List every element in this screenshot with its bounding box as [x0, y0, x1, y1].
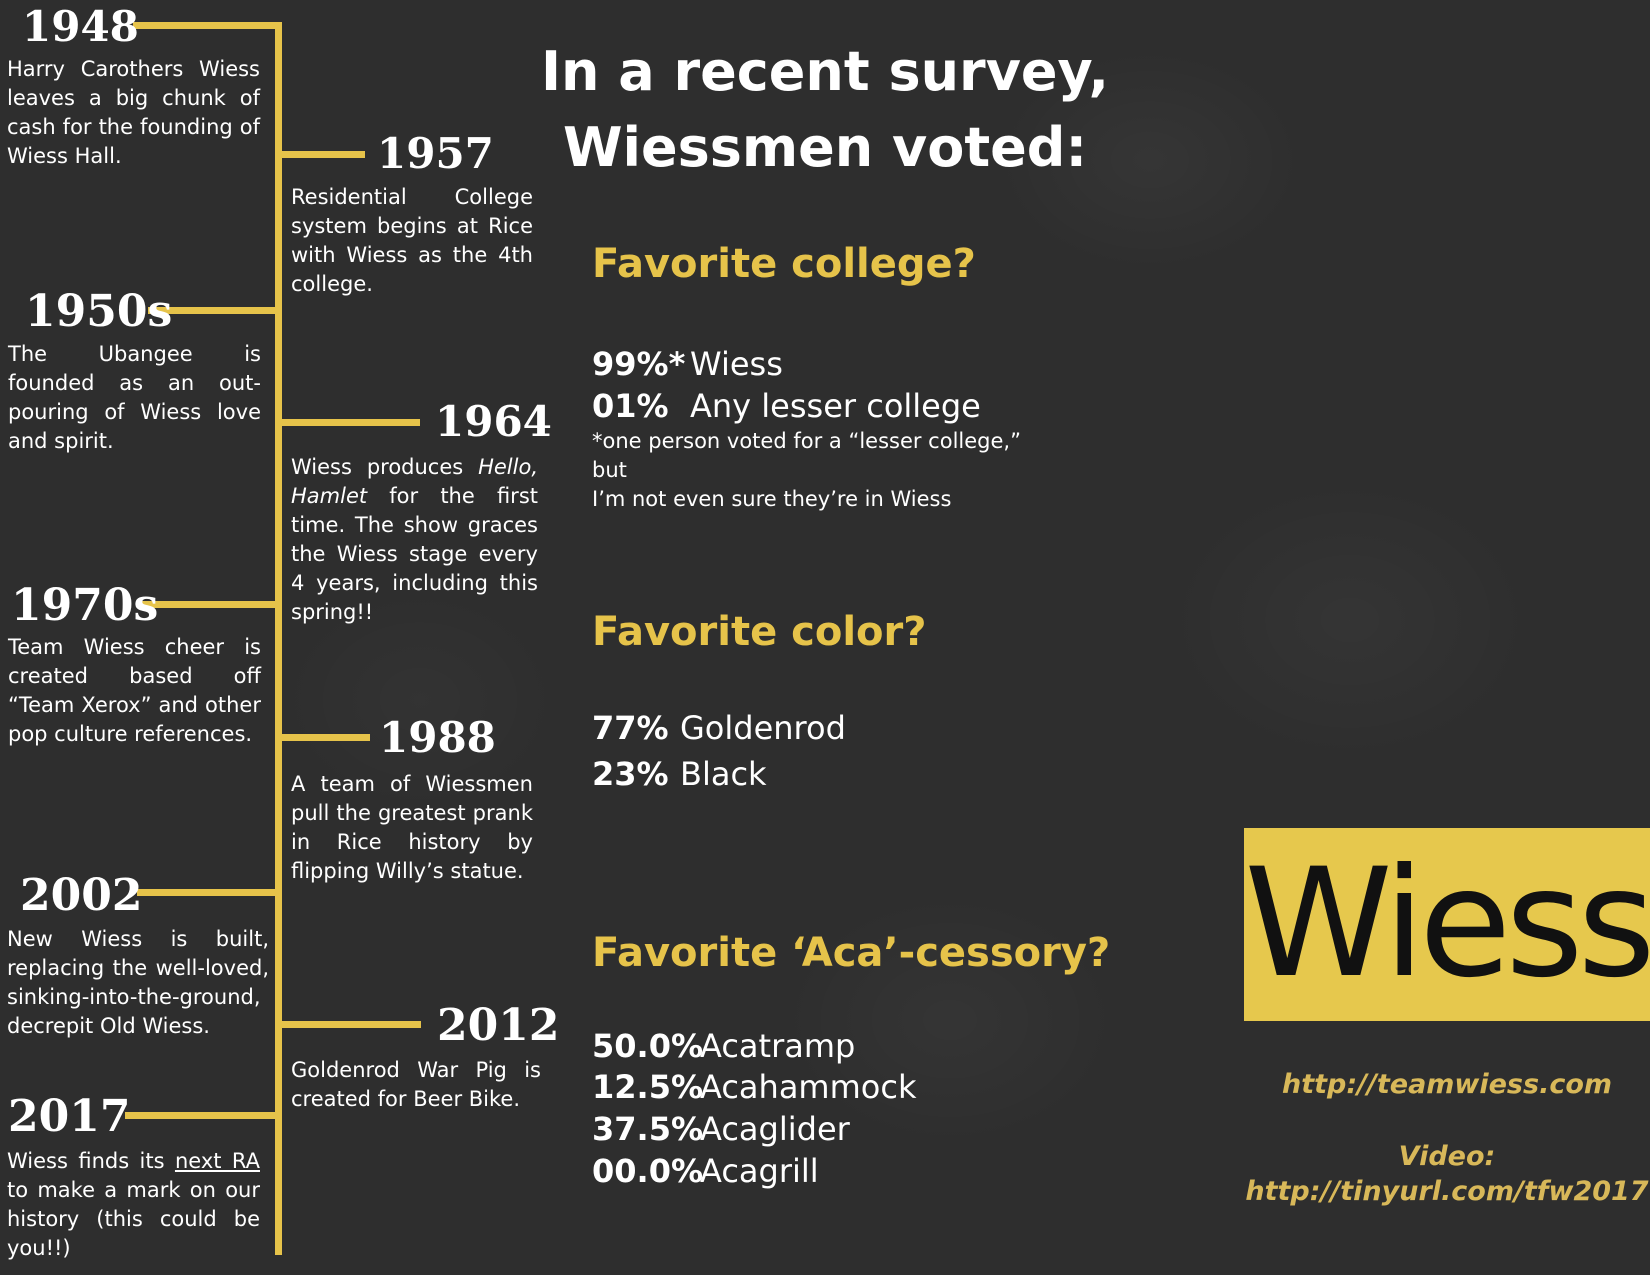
- survey-title: In a recent survey, Wiessmen voted:: [520, 34, 1130, 186]
- year-1957: 1957: [377, 129, 494, 178]
- video-link[interactable]: http://tinyurl.com/tfw2017: [1245, 1176, 1649, 1207]
- entry-1988: A team of Wiessmen pull the greatest pra…: [291, 772, 533, 883]
- entry-2002: New Wiess is built, replacing the well-l…: [7, 927, 269, 1038]
- year-2002: 2002: [20, 870, 143, 921]
- wiess-logo: Wiess: [1244, 828, 1650, 1021]
- result-pct: 12.5%: [592, 1068, 704, 1106]
- result-label: Goldenrod: [680, 709, 846, 747]
- video-label: Video:: [1398, 1141, 1496, 1172]
- result-pct: 99%*: [592, 345, 686, 383]
- question-favorite-color: Favorite color?: [592, 609, 927, 655]
- result-row: 12.5%Acahammock: [592, 1071, 916, 1103]
- survey-title-line1: In a recent survey,: [540, 40, 1110, 103]
- result-row: 99%* Wiess: [592, 348, 783, 380]
- year-1964: 1964: [435, 397, 552, 446]
- year-1948: 1948: [22, 2, 139, 51]
- result-label: Acahammock: [700, 1068, 917, 1106]
- result-row: 01% Any lesser college: [592, 390, 981, 422]
- entry-1950s: The Ubangee is founded as an out-pouring…: [8, 342, 261, 453]
- result-label: Any lesser college: [690, 387, 981, 425]
- year-2012: 2012: [437, 1000, 560, 1051]
- entry-2017: Wiess finds its next RA to make a mark o…: [7, 1147, 260, 1263]
- result-label: Black: [680, 755, 767, 793]
- result-pct: 01%: [592, 387, 669, 425]
- year-1950s: 1950s: [25, 286, 173, 337]
- result-pct: 23%: [592, 755, 669, 793]
- website-link[interactable]: http://teamwiess.com: [1281, 1069, 1613, 1100]
- result-label: Acatramp: [700, 1027, 856, 1065]
- connector-1948: [133, 22, 282, 29]
- connector-1988: [275, 734, 370, 741]
- entry-1964-text-a: Wiess produces: [291, 455, 479, 479]
- result-label: Acagrill: [700, 1152, 819, 1190]
- result-row: 37.5%Acaglider: [592, 1113, 850, 1145]
- result-label: Acaglider: [700, 1110, 850, 1148]
- next-ra-link: next RA: [174, 1149, 260, 1173]
- year-1970s: 1970s: [11, 580, 159, 631]
- question-favorite-college: Favorite college?: [592, 241, 976, 287]
- entry-2017-text-a: Wiess finds its: [7, 1149, 175, 1173]
- footnote-line2: I’m not even sure they’re in Wiess: [592, 487, 952, 511]
- wiess-logo-text: Wiess: [1244, 837, 1650, 1011]
- connector-1957: [275, 151, 365, 158]
- entry-2012: Goldenrod War Pig is created for Beer Bi…: [291, 1058, 541, 1111]
- result-pct: 00.0%: [592, 1152, 704, 1190]
- survey-footnote: *one person voted for a “lesser college,…: [592, 427, 1062, 514]
- connector-1950s: [148, 307, 282, 314]
- result-row: 50.0%Acatramp: [592, 1030, 855, 1062]
- footnote-line1: *one person voted for a “lesser college,…: [592, 429, 1021, 482]
- year-1988: 1988: [379, 713, 496, 762]
- result-pct: 37.5%: [592, 1110, 704, 1148]
- result-row: 00.0%Acagrill: [592, 1155, 819, 1187]
- entry-1957: Residential College system begins at Ric…: [291, 185, 533, 296]
- result-label: Wiess: [690, 345, 783, 383]
- connector-2017: [125, 1112, 282, 1119]
- connector-2012: [275, 1021, 421, 1028]
- result-pct: 50.0%: [592, 1027, 704, 1065]
- entry-1948: Harry Carothers Wiess leaves a big chunk…: [7, 57, 260, 168]
- entry-2017-text-b: to make a mark on our history (this coul…: [7, 1178, 260, 1260]
- entry-1970s: Team Wiess cheer is created based off “T…: [8, 635, 261, 746]
- result-row: 23% Black: [592, 758, 767, 790]
- hello-hamlet-title: Hello, Hamlet: [291, 455, 538, 508]
- entry-1964: Wiess produces Hello, Hamlet for the fir…: [291, 453, 538, 627]
- timeline-spine: [275, 22, 282, 1255]
- year-2017: 2017: [8, 1091, 131, 1142]
- connector-1964: [275, 419, 420, 426]
- survey-title-line2: Wiessmen voted:: [562, 116, 1088, 179]
- result-row: 77% Goldenrod: [592, 712, 846, 744]
- result-pct: 77%: [592, 709, 669, 747]
- entry-1964-text-b: for the first time. The show graces the …: [291, 484, 538, 624]
- connector-2002: [137, 889, 282, 896]
- question-favorite-acacessory: Favorite ‘Aca’-cessory?: [592, 930, 1111, 976]
- connector-1970s: [140, 601, 282, 608]
